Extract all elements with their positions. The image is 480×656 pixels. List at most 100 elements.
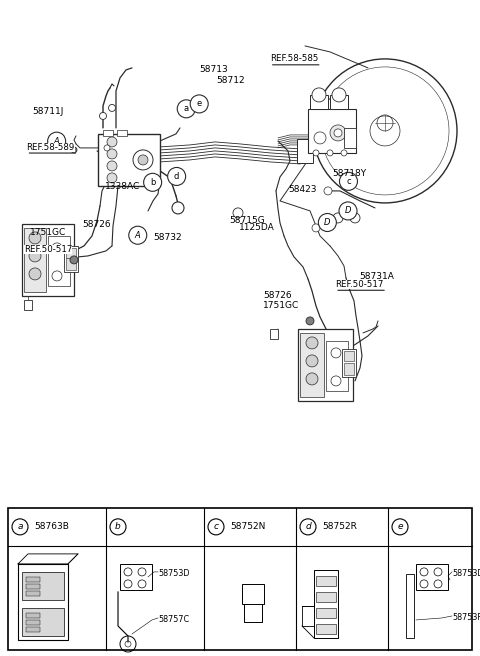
Circle shape: [330, 125, 346, 141]
Bar: [406, 574, 414, 638]
Text: b: b: [115, 522, 121, 531]
Text: 58753D: 58753D: [158, 569, 190, 579]
Bar: [416, 564, 448, 590]
Circle shape: [110, 519, 126, 535]
Text: e: e: [197, 100, 202, 108]
Circle shape: [129, 226, 147, 244]
Bar: [98, 134, 160, 186]
Circle shape: [172, 202, 184, 214]
Bar: [344, 351, 354, 361]
Circle shape: [52, 243, 62, 253]
Text: A: A: [54, 136, 60, 146]
Text: D: D: [345, 207, 351, 215]
Circle shape: [107, 137, 117, 147]
Circle shape: [339, 173, 358, 190]
Text: a: a: [184, 104, 189, 113]
Bar: [24, 228, 46, 292]
Circle shape: [332, 88, 346, 102]
Text: 1751GC: 1751GC: [263, 301, 300, 310]
Text: 58718Y: 58718Y: [332, 169, 366, 178]
Text: 58763B: 58763B: [34, 522, 69, 531]
Bar: [344, 363, 354, 375]
Circle shape: [29, 250, 41, 262]
Bar: [330, 95, 348, 109]
Circle shape: [107, 173, 117, 183]
Bar: [64, 246, 78, 272]
Bar: [26, 613, 40, 618]
Text: 58752N: 58752N: [230, 522, 265, 531]
Text: 1751GC: 1751GC: [30, 228, 66, 237]
Circle shape: [168, 167, 186, 186]
Circle shape: [333, 213, 343, 223]
Bar: [242, 584, 264, 604]
Bar: [117, 130, 127, 136]
Circle shape: [138, 155, 148, 165]
Text: a: a: [17, 522, 23, 531]
Text: 1125DA: 1125DA: [239, 223, 275, 232]
Text: 58757C: 58757C: [158, 615, 189, 625]
Bar: [300, 333, 324, 397]
Text: REF.50-517: REF.50-517: [24, 245, 72, 255]
Text: REF.58-585: REF.58-585: [270, 54, 318, 64]
Bar: [344, 128, 356, 148]
Circle shape: [29, 268, 41, 280]
Circle shape: [331, 348, 341, 358]
Bar: [103, 130, 113, 136]
Circle shape: [306, 355, 318, 367]
Text: b: b: [150, 178, 156, 187]
Circle shape: [314, 132, 326, 144]
Circle shape: [177, 100, 195, 118]
Bar: [26, 577, 40, 582]
Circle shape: [392, 519, 408, 535]
Bar: [24, 300, 32, 310]
Text: A: A: [135, 231, 141, 239]
Circle shape: [334, 129, 342, 137]
Circle shape: [312, 224, 320, 232]
Bar: [22, 608, 64, 636]
Circle shape: [306, 373, 318, 385]
Text: 58726: 58726: [263, 291, 292, 300]
Text: e: e: [397, 522, 403, 531]
Text: 58752R: 58752R: [322, 522, 357, 531]
Text: 58712: 58712: [216, 76, 245, 85]
Circle shape: [313, 150, 319, 156]
Circle shape: [104, 145, 110, 151]
Text: 58753F: 58753F: [452, 613, 480, 623]
Bar: [22, 572, 64, 600]
Text: 58732: 58732: [154, 233, 182, 242]
Text: 58713: 58713: [199, 65, 228, 74]
Bar: [26, 620, 40, 625]
Bar: [342, 349, 356, 377]
Bar: [326, 341, 348, 391]
Bar: [316, 592, 336, 602]
Circle shape: [312, 88, 326, 102]
Bar: [316, 576, 336, 586]
Text: REF.58-589: REF.58-589: [26, 142, 75, 152]
Circle shape: [318, 213, 336, 232]
Text: 1338AC: 1338AC: [105, 182, 140, 191]
Bar: [26, 584, 40, 589]
Circle shape: [29, 232, 41, 244]
Text: 58731A: 58731A: [359, 272, 394, 281]
Circle shape: [300, 519, 316, 535]
Text: d: d: [305, 522, 311, 531]
Bar: [66, 258, 76, 270]
Circle shape: [71, 147, 77, 153]
Bar: [270, 329, 278, 339]
Circle shape: [331, 376, 341, 386]
Circle shape: [48, 132, 66, 150]
Text: 58423: 58423: [288, 185, 316, 194]
Circle shape: [12, 519, 28, 535]
Text: c: c: [214, 522, 218, 531]
Bar: [26, 627, 40, 632]
Text: 58711J: 58711J: [33, 107, 64, 115]
Bar: [316, 624, 336, 634]
Bar: [314, 570, 338, 638]
Circle shape: [99, 112, 107, 119]
Circle shape: [107, 161, 117, 171]
Text: c: c: [346, 177, 351, 186]
Bar: [22, 224, 74, 296]
Bar: [26, 591, 40, 596]
Circle shape: [107, 149, 117, 159]
Bar: [316, 608, 336, 618]
